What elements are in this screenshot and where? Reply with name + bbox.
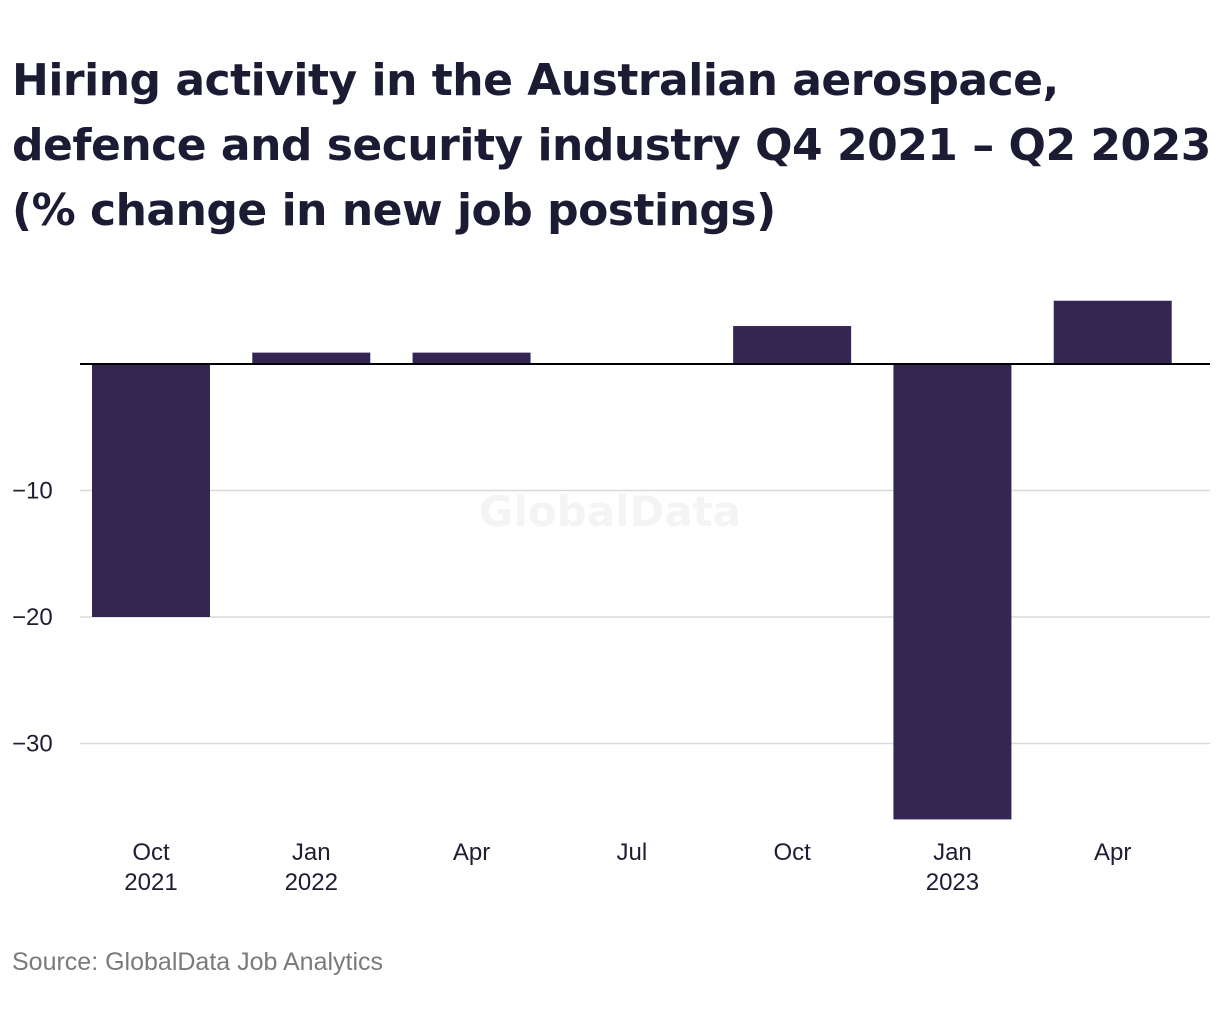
x-tick-year-label: 2021 [124, 869, 177, 896]
source-note: Source: GlobalData Job Analytics [12, 948, 384, 976]
x-tick-label: Oct [132, 839, 170, 866]
bar [1053, 300, 1172, 364]
y-tick-label: −20 [12, 604, 53, 631]
x-tick-label: Jan [292, 839, 331, 866]
x-tick-label: Apr [453, 839, 490, 866]
bar-chart: GlobalData −10 −20 −30 Oct 2021 Jan 2022 Apr Jul… [12, 300, 1210, 896]
bar [733, 326, 852, 364]
watermark-text: GlobalData [479, 487, 741, 536]
y-tick-label: −10 [12, 478, 53, 505]
x-tick-year-label: 2023 [926, 869, 979, 896]
bar [252, 352, 371, 364]
bar [92, 364, 210, 617]
x-tick-label: Jan [933, 839, 972, 866]
x-tick-label: Apr [1094, 839, 1131, 866]
chart-title: Hiring activity in the Australian aerosp… [12, 55, 1211, 236]
x-tick-year-label: 2022 [285, 869, 338, 896]
bar [893, 364, 1012, 820]
y-tick-label: −30 [12, 731, 53, 758]
bar [412, 352, 531, 364]
x-tick-label: Oct [773, 839, 811, 866]
x-tick-label: Jul [617, 839, 648, 866]
